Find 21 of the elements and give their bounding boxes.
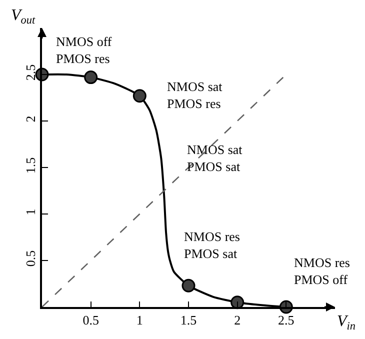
y-axis-title: V$_{out}$ xyxy=(11,7,36,26)
x-tick-label: 2 xyxy=(234,312,241,328)
y-tick-label: 2.5 xyxy=(23,64,38,81)
annotation: NMOS sat PMOS sat xyxy=(187,142,243,174)
annotation: NMOS sat PMOS res xyxy=(167,79,223,111)
point xyxy=(84,70,98,84)
y-tick-label: 1.5 xyxy=(23,157,38,174)
point xyxy=(182,278,196,292)
point xyxy=(230,296,244,310)
annotation: NMOS res PMOS sat xyxy=(184,229,240,261)
y-tick-label: 2 xyxy=(23,116,38,122)
x-tick-label: 1 xyxy=(136,312,143,328)
x-tick-label: 2.5 xyxy=(278,312,294,328)
x-tick-label: 0.5 xyxy=(82,312,99,328)
y-tick-label: 1 xyxy=(23,208,38,216)
annotation: NMOS res PMOS off xyxy=(294,255,350,287)
x-tick-label: 1.5 xyxy=(180,312,197,328)
point xyxy=(132,89,146,103)
annotation: NMOS off PMOS res xyxy=(56,34,112,66)
y-tick-label: 0.5 xyxy=(23,250,38,267)
x-axis-title: V$_{in}$ xyxy=(337,313,356,332)
